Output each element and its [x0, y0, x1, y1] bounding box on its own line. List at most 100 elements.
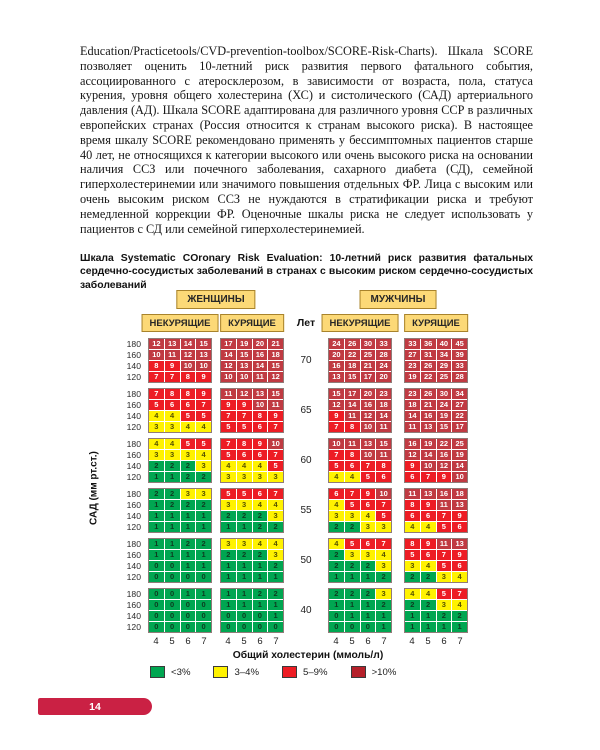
risk-cell: 6 [420, 550, 436, 560]
risk-cell: 10 [360, 422, 376, 432]
risk-cell: 10 [252, 400, 268, 410]
risk-cell: 4 [360, 511, 376, 521]
risk-cell: 2 [344, 589, 360, 599]
risk-cell: 3 [360, 550, 376, 560]
risk-cell: 10 [376, 489, 391, 499]
risk-cell: 4 [149, 411, 164, 421]
sbp-tick: 180 [126, 438, 141, 449]
risk-cell: 16 [405, 439, 420, 449]
risk-cell: 24 [436, 400, 452, 410]
risk-cell: 3 [164, 450, 180, 460]
risk-cell: 5 [221, 489, 236, 499]
risk-cell: 12 [268, 372, 283, 382]
chol-tick: 4 [153, 636, 159, 647]
risk-cell: 25 [452, 439, 467, 449]
risk-cell: 17 [221, 339, 236, 349]
risk-cell: 3 [236, 500, 252, 510]
legend-label: 5–9% [303, 666, 328, 678]
risk-cell: 1 [180, 511, 196, 521]
risk-cell: 4 [344, 472, 360, 482]
risk-cell: 5 [376, 511, 391, 521]
chol-tick: 4 [333, 636, 339, 647]
risk-cell: 8 [405, 539, 420, 549]
risk-panel-men-smoking-55: 11 13 16 18 8 9 11 13 6 6 7 9 4 4 5 6 [404, 488, 468, 533]
risk-cell: 2 [236, 511, 252, 521]
risk-panel-men-nonsmoking-70: 24 26 30 33 20 22 25 28 16 18 21 24 13 15 17 20 [328, 338, 392, 383]
risk-cell: 11 [252, 372, 268, 382]
risk-cell: 6 [452, 522, 467, 532]
risk-cell: 3 [164, 422, 180, 432]
risk-cell: 1 [376, 622, 391, 632]
risk-cell: 3 [436, 572, 452, 582]
risk-cell: 10 [180, 361, 196, 371]
risk-cell: 1 [268, 611, 283, 621]
sbp-tick: 140 [126, 511, 141, 522]
risk-cell: 0 [360, 622, 376, 632]
risk-panel-men-smoking-60: 16 19 22 25 12 14 16 19 9 10 12 14 6 7 9 10 [404, 438, 468, 483]
risk-cell: 1 [164, 511, 180, 521]
risk-cell: 7 [376, 539, 391, 549]
risk-cell: 15 [268, 361, 283, 371]
risk-cell: 0 [221, 622, 236, 632]
risk-cell: 3 [180, 489, 196, 499]
risk-cell: 1 [236, 600, 252, 610]
legend-label: <3% [171, 666, 191, 678]
risk-cell: 25 [436, 372, 452, 382]
risk-cell: 2 [164, 489, 180, 499]
risk-cell: 1 [149, 539, 164, 549]
risk-cell: 11 [221, 389, 236, 399]
risk-cell: 12 [236, 389, 252, 399]
risk-cell: 17 [344, 389, 360, 399]
risk-cell: 33 [452, 361, 467, 371]
risk-cell: 0 [164, 622, 180, 632]
chol-tick: 7 [273, 636, 279, 647]
risk-cell: 1 [252, 561, 268, 571]
risk-cell: 22 [420, 372, 436, 382]
risk-cell: 7 [221, 411, 236, 421]
risk-cell: 7 [344, 489, 360, 499]
legend-label: >10% [371, 666, 397, 678]
risk-cell: 18 [405, 400, 420, 410]
risk-cell: 0 [344, 622, 360, 632]
risk-cell: 39 [452, 350, 467, 360]
risk-cell: 9 [420, 539, 436, 549]
risk-cell: 45 [452, 339, 467, 349]
risk-cell: 7 [268, 489, 283, 499]
risk-cell: 4 [252, 461, 268, 471]
risk-cell: 1 [221, 572, 236, 582]
risk-cell: 11 [376, 450, 391, 460]
intro-paragraph: Education/Practicetools/CVD-prevention-t… [80, 44, 533, 236]
risk-cell: 1 [344, 611, 360, 621]
risk-cell: 6 [329, 489, 344, 499]
risk-cell: 2 [252, 550, 268, 560]
sbp-tick-labels: 180 160 140 120 [100, 438, 148, 483]
risk-cell: 24 [329, 339, 344, 349]
age-tick: 55 [300, 505, 312, 516]
risk-cell: 0 [252, 611, 268, 621]
risk-cell: 1 [196, 550, 211, 560]
sbp-tick: 120 [126, 472, 141, 483]
risk-cell: 1 [196, 561, 211, 571]
risk-cell: 1 [268, 600, 283, 610]
risk-cell: 8 [252, 411, 268, 421]
risk-cell: 4 [196, 422, 211, 432]
risk-cell: 16 [436, 450, 452, 460]
risk-cell: 21 [420, 400, 436, 410]
risk-cell: 2 [329, 522, 344, 532]
risk-cell: 3 [344, 511, 360, 521]
chol-tick: 7 [457, 636, 463, 647]
age-unit-label: Лет [296, 317, 316, 329]
risk-cell: 0 [164, 589, 180, 599]
risk-cell: 4 [268, 500, 283, 510]
risk-panel-women-nonsmoking-70: 12 13 14 15 10 11 12 13 8 9 10 10 7 7 8 9 [148, 338, 212, 383]
risk-cell: 15 [236, 350, 252, 360]
legend-swatch-darkred [350, 666, 366, 678]
risk-cell: 7 [329, 450, 344, 460]
risk-cell: 4 [329, 500, 344, 510]
risk-cell: 8 [180, 372, 196, 382]
risk-cell: 25 [360, 350, 376, 360]
